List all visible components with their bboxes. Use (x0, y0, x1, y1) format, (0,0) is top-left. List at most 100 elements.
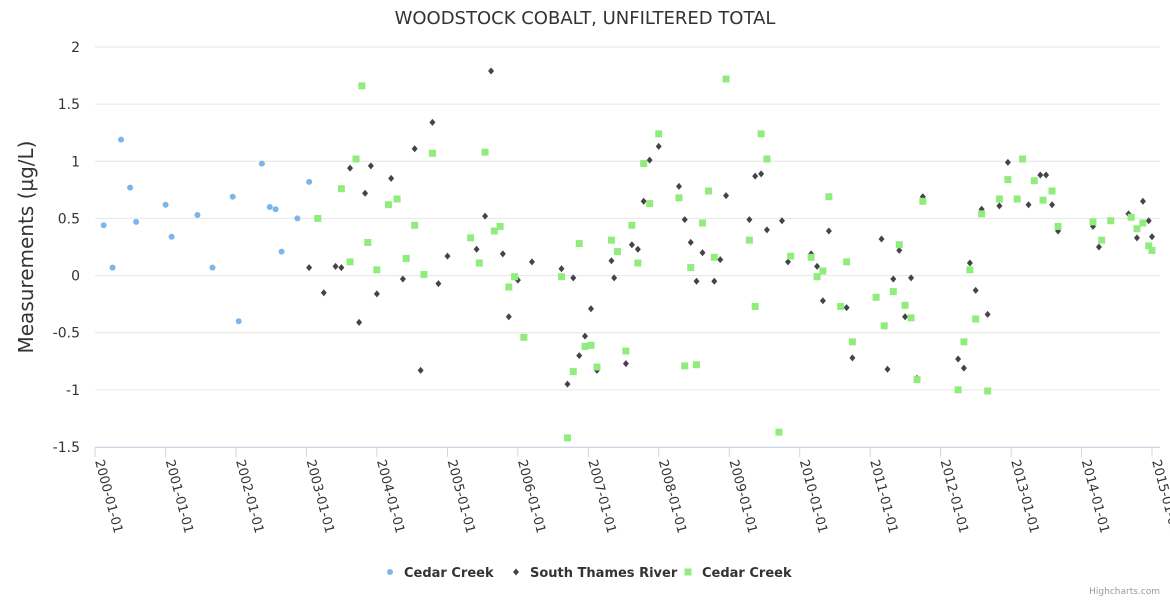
data-point[interactable] (634, 259, 642, 267)
data-point[interactable] (1139, 219, 1147, 227)
data-point[interactable] (570, 274, 577, 282)
data-point[interactable] (162, 201, 169, 208)
data-point[interactable] (825, 227, 832, 235)
data-point[interactable] (675, 194, 683, 202)
data-point[interactable] (235, 318, 242, 325)
data-point[interactable] (402, 254, 410, 262)
data-point[interactable] (133, 218, 140, 225)
data-point[interactable] (358, 82, 366, 90)
data-point[interactable] (955, 355, 962, 363)
data-point[interactable] (481, 148, 489, 156)
data-point[interactable] (907, 314, 915, 322)
data-point[interactable] (399, 275, 406, 283)
data-point[interactable] (209, 264, 216, 271)
data-point[interactable] (564, 380, 571, 388)
data-point[interactable] (557, 273, 565, 281)
data-point[interactable] (622, 360, 629, 368)
data-point[interactable] (996, 202, 1003, 210)
data-point[interactable] (711, 277, 718, 285)
data-point[interactable] (640, 160, 648, 168)
data-point[interactable] (347, 164, 354, 172)
data-point[interactable] (704, 187, 712, 195)
data-point[interactable] (640, 197, 647, 205)
data-point[interactable] (1139, 197, 1146, 205)
data-point[interactable] (984, 387, 992, 395)
data-point[interactable] (118, 136, 125, 143)
data-point[interactable] (338, 264, 345, 272)
data-point[interactable] (880, 322, 888, 330)
data-point[interactable] (1019, 155, 1027, 163)
legend-item-2[interactable]: South Thames River (513, 566, 678, 581)
data-point[interactable] (229, 193, 236, 200)
data-point[interactable] (889, 288, 897, 296)
data-point[interactable] (763, 226, 770, 234)
data-point[interactable] (699, 249, 706, 257)
data-point[interactable] (272, 206, 279, 213)
data-point[interactable] (752, 172, 759, 180)
data-point[interactable] (384, 201, 392, 209)
data-point[interactable] (693, 361, 701, 369)
data-point[interactable] (745, 236, 753, 244)
data-point[interactable] (646, 200, 654, 208)
data-point[interactable] (837, 302, 845, 310)
data-point[interactable] (687, 264, 695, 272)
data-point[interactable] (1095, 243, 1102, 251)
data-point[interactable] (1004, 176, 1012, 184)
data-point[interactable] (995, 195, 1003, 203)
data-point[interactable] (655, 142, 662, 150)
data-point[interactable] (314, 214, 322, 222)
data-point[interactable] (843, 258, 851, 266)
data-point[interactable] (896, 246, 903, 254)
data-point[interactable] (913, 376, 921, 384)
data-point[interactable] (1098, 236, 1106, 244)
data-point[interactable] (337, 185, 345, 193)
data-point[interactable] (1145, 242, 1153, 250)
data-point[interactable] (1048, 187, 1056, 195)
data-point[interactable] (646, 156, 653, 164)
data-point[interactable] (194, 212, 201, 218)
data-point[interactable] (306, 264, 313, 272)
data-point[interactable] (511, 273, 519, 281)
data-point[interactable] (972, 286, 979, 294)
data-point[interactable] (675, 182, 682, 190)
data-point[interactable] (411, 145, 418, 153)
data-point[interactable] (784, 258, 791, 266)
data-point[interactable] (628, 221, 636, 229)
data-point[interactable] (373, 266, 381, 274)
data-point[interactable] (100, 222, 107, 229)
data-point[interactable] (558, 265, 565, 273)
data-point[interactable] (1054, 222, 1062, 230)
data-point[interactable] (428, 149, 436, 157)
data-point[interactable] (1089, 218, 1097, 226)
data-point[interactable] (505, 313, 512, 321)
data-point[interactable] (411, 221, 419, 229)
data-point[interactable] (473, 245, 480, 253)
data-point[interactable] (490, 227, 498, 235)
data-point[interactable] (587, 305, 594, 313)
data-point[interactable] (364, 238, 372, 246)
data-point[interactable] (294, 215, 301, 222)
data-point[interactable] (954, 386, 962, 394)
data-point[interactable] (751, 302, 759, 310)
data-point[interactable] (488, 67, 495, 75)
data-point[interactable] (520, 333, 528, 341)
data-point[interactable] (722, 75, 730, 83)
legend-item-3[interactable]: Cedar Creek (684, 566, 792, 581)
data-point[interactable] (895, 241, 903, 249)
data-point[interactable] (819, 297, 826, 305)
data-point[interactable] (1039, 196, 1047, 204)
data-point[interactable] (168, 233, 175, 240)
data-point[interactable] (388, 174, 395, 182)
data-point[interactable] (1013, 195, 1021, 203)
data-point[interactable] (608, 257, 615, 265)
legend-symbol[interactable] (684, 568, 692, 576)
data-point[interactable] (807, 253, 815, 261)
data-point[interactable] (1148, 246, 1156, 254)
data-point[interactable] (966, 259, 973, 267)
data-point[interactable] (582, 332, 589, 340)
data-point[interactable] (681, 362, 689, 370)
data-point[interactable] (757, 130, 765, 138)
data-point[interactable] (890, 275, 897, 283)
data-point[interactable] (710, 253, 718, 261)
data-point[interactable] (576, 352, 583, 360)
